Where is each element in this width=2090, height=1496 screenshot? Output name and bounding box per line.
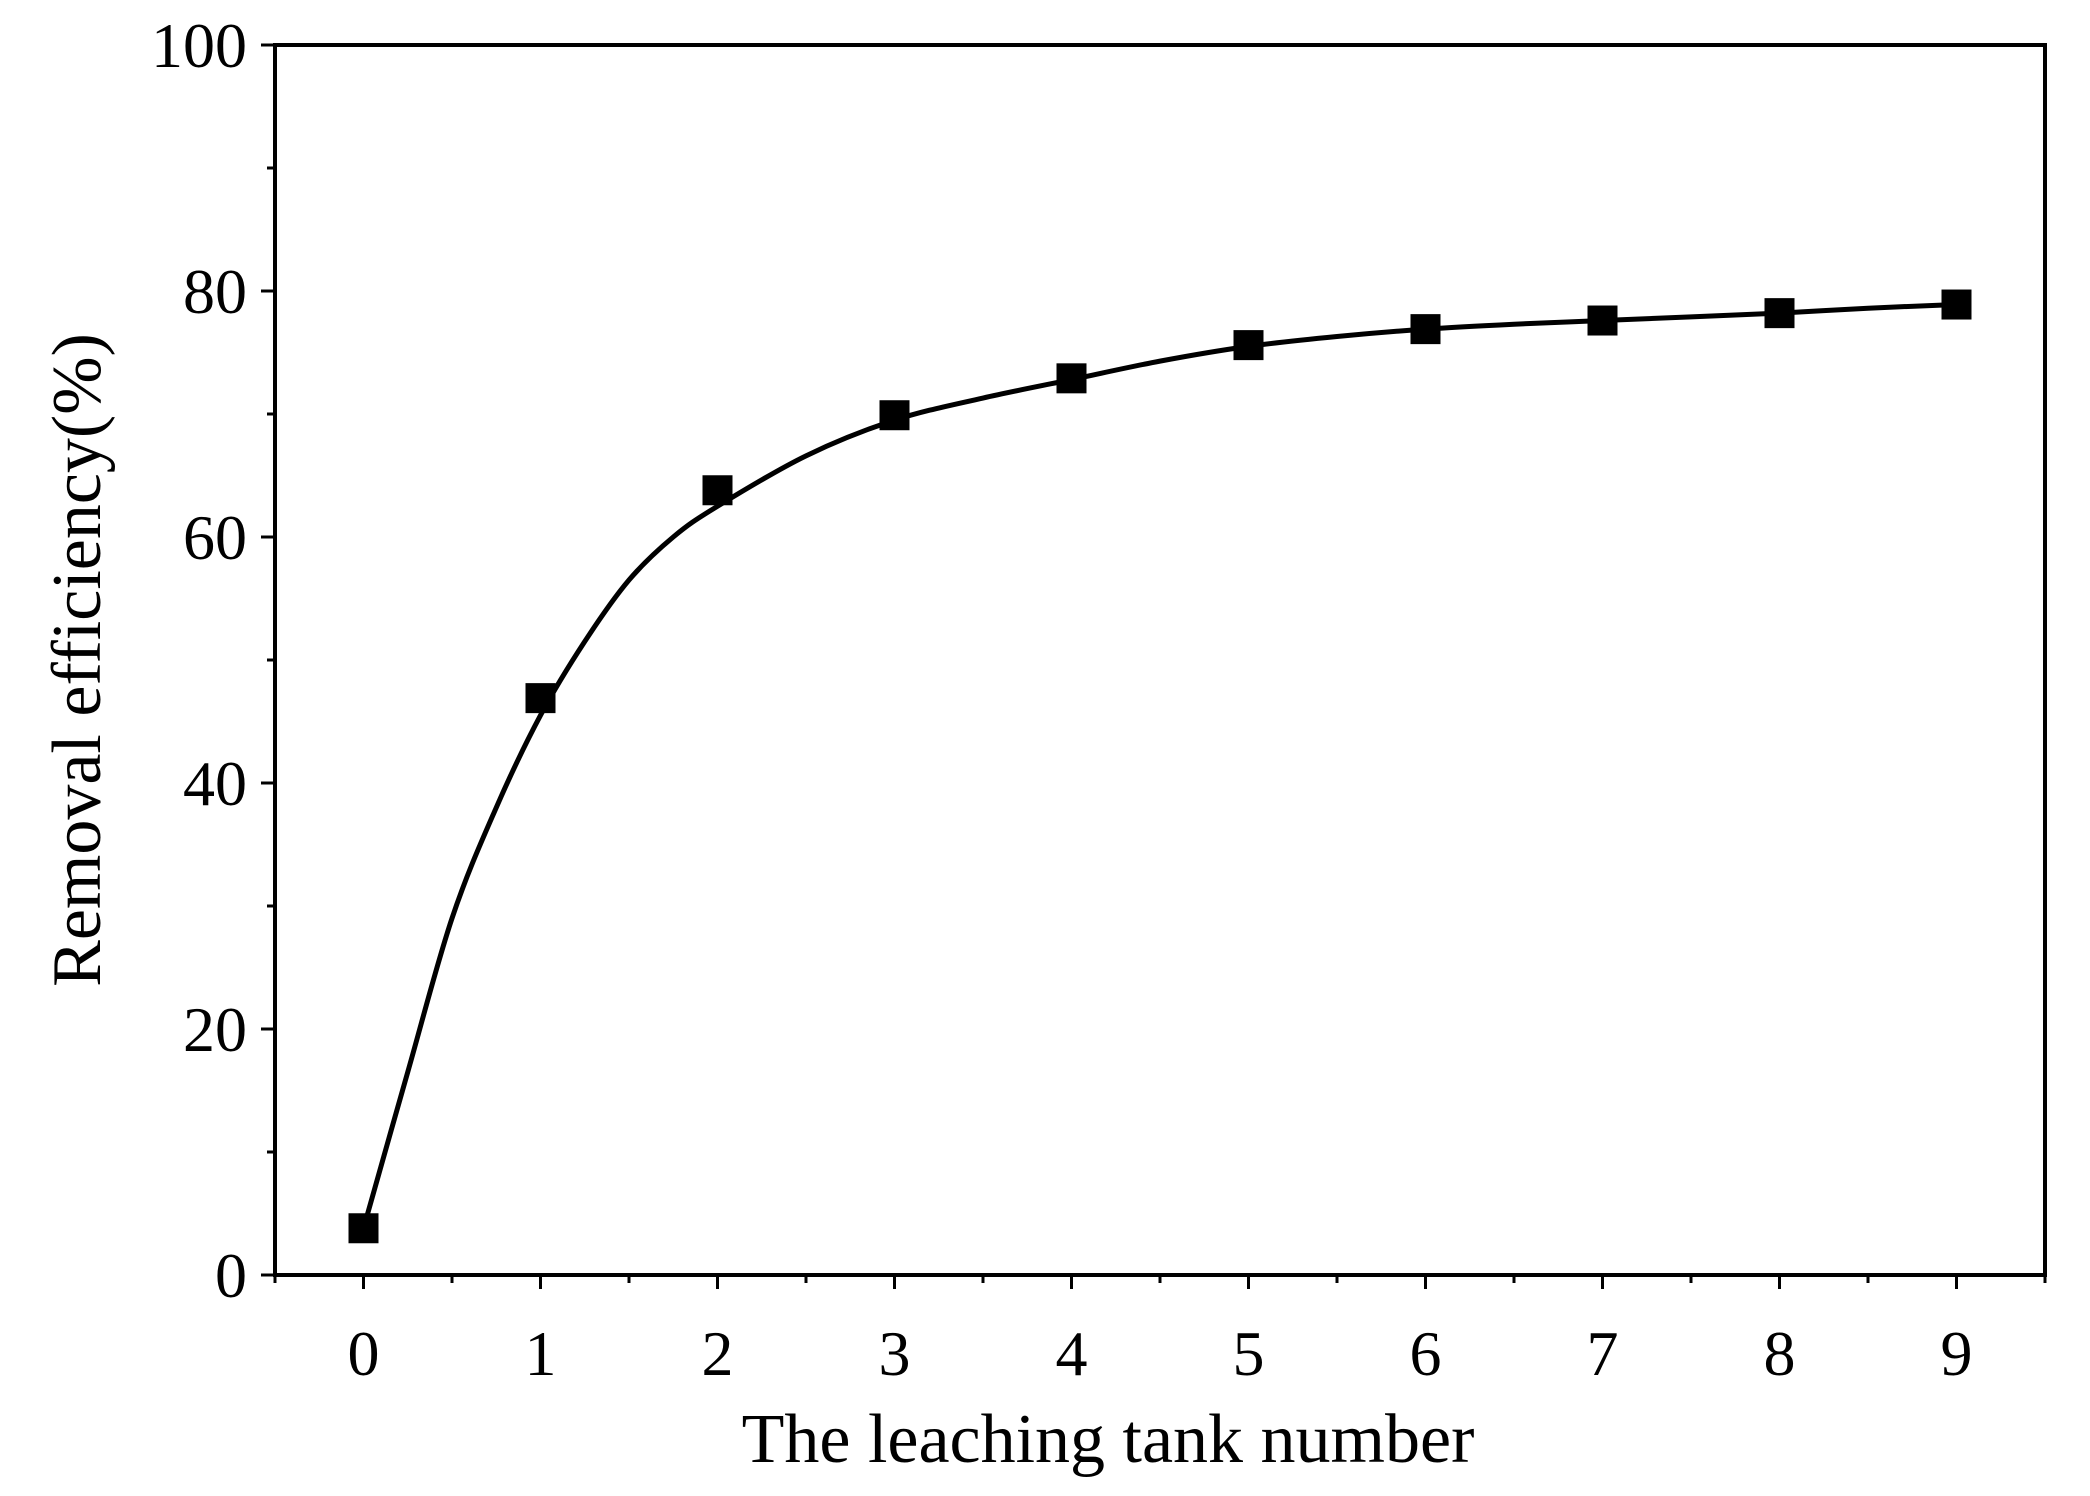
axis-ticks: [261, 43, 2047, 1289]
x-tick-label: 2: [702, 1318, 734, 1389]
data-point: [1941, 289, 1972, 320]
y-tick-label: 20: [183, 994, 247, 1065]
x-tick-label: 1: [525, 1318, 557, 1389]
data-point: [1410, 314, 1441, 345]
data-point: [1233, 330, 1264, 361]
x-tick-label: 3: [879, 1318, 911, 1389]
plot-frame: [273, 43, 2047, 1277]
data-markers: [348, 289, 1972, 1244]
y-tick-label: 40: [183, 748, 247, 819]
axis-tick-labels: 0 1 2 3 4 5 6 7 8 9 0 20 40 60 80 100: [151, 10, 1973, 1389]
data-point: [1764, 298, 1795, 329]
y-tick-label: 100: [151, 10, 247, 81]
x-tick-label: 8: [1764, 1318, 1796, 1389]
data-point: [348, 1213, 379, 1244]
data-point: [1056, 363, 1087, 394]
x-tick-label: 7: [1587, 1318, 1619, 1389]
data-point: [879, 400, 910, 431]
y-tick-label: 80: [183, 256, 247, 327]
data-point: [1587, 305, 1618, 336]
data-point: [702, 475, 733, 506]
y-tick-label: 60: [183, 502, 247, 573]
fit-curve: [361, 302, 1957, 1229]
x-tick-label: 6: [1410, 1318, 1442, 1389]
x-axis-title: The leaching tank number: [742, 1401, 1475, 1478]
x-tick-label: 9: [1941, 1318, 1973, 1389]
y-tick-label: 0: [215, 1240, 247, 1311]
data-point: [525, 683, 556, 714]
x-tick-label: 5: [1233, 1318, 1265, 1389]
y-axis-title: Removal efficiency(%): [39, 333, 116, 987]
x-tick-label: 4: [1056, 1318, 1088, 1389]
x-tick-label: 0: [348, 1318, 380, 1389]
